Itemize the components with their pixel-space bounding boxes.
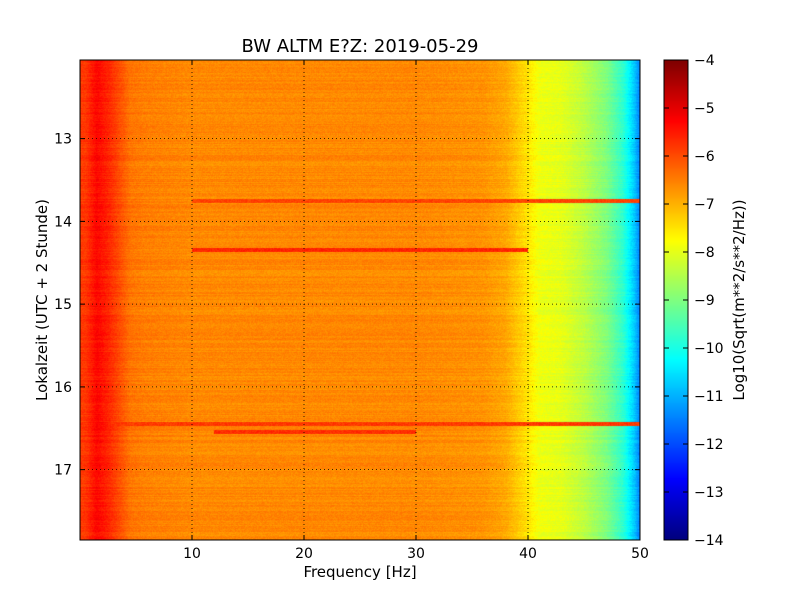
colorbar-tick-label: −14 xyxy=(694,533,724,549)
colorbar-tick-label: −4 xyxy=(694,53,715,69)
y-tick-label: 13 xyxy=(54,132,72,148)
colorbar-ticks: −4 −5 −6 −7 −8 −9 −10 −11 −12 −13 −14 xyxy=(664,53,724,549)
colorbar-tick-label: −10 xyxy=(694,341,724,357)
chart-title: BW ALTM E?Z: 2019-05-29 xyxy=(242,36,479,57)
colorbar-tick-label: −12 xyxy=(694,437,724,453)
y-tick-label: 16 xyxy=(54,380,72,396)
x-tick-label: 30 xyxy=(407,546,425,562)
colorbar-tick-label: −13 xyxy=(694,485,724,501)
x-tick-label: 20 xyxy=(295,546,313,562)
y-tick-label: 15 xyxy=(54,297,72,313)
y-tick-label: 14 xyxy=(54,214,72,230)
y-axis-ticks: 13 14 15 16 17 xyxy=(54,132,640,479)
x-tick-label: 50 xyxy=(631,546,649,562)
heatmap-area xyxy=(80,60,640,540)
plot-frame xyxy=(79,59,641,541)
heatmap-image xyxy=(80,60,640,540)
colorbar-tick-label: −9 xyxy=(694,293,715,309)
colorbar-tick-label: −6 xyxy=(694,149,715,165)
y-axis-label: Lokalzeit (UTC + 2 Stunde) xyxy=(33,199,51,401)
colorbar-tick-label: −7 xyxy=(694,197,715,213)
colorbar-tick-label: −5 xyxy=(694,101,715,117)
x-axis-ticks: 10 20 30 40 50 xyxy=(183,60,649,562)
grid-lines xyxy=(80,60,640,540)
x-axis-label: Frequency [Hz] xyxy=(303,563,416,581)
colorbar-label: Log10(Sqrt(m**2/s**2/Hz)) xyxy=(730,199,748,400)
x-tick-label: 10 xyxy=(183,546,201,562)
colorbar-tick-label: −11 xyxy=(694,389,724,405)
x-tick-label: 40 xyxy=(519,546,537,562)
y-tick-label: 17 xyxy=(54,463,72,479)
colorbar: −4 −5 −6 −7 −8 −9 −10 −11 −12 −13 −14 Log10(Sqrt(m… xyxy=(663,53,748,549)
colorbar-tick-label: −8 xyxy=(694,245,715,261)
